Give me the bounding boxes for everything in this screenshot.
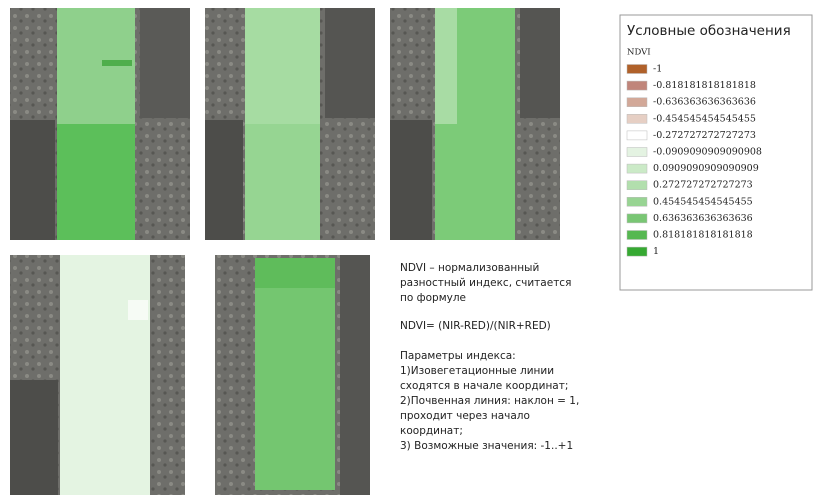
legend-label: 0.454545454545455	[653, 196, 753, 207]
legend-swatch	[626, 64, 648, 74]
legend-swatch	[626, 114, 648, 124]
satellite-image	[215, 255, 370, 495]
legend-swatch	[626, 97, 648, 107]
satellite-image	[10, 255, 185, 495]
satellite-image	[390, 8, 560, 240]
legend-subtitle: NDVI	[627, 48, 651, 58]
legend-swatch	[626, 80, 648, 91]
legend-label: 0.0909090909090909	[653, 163, 759, 174]
param-line: 3) Возможные значения: -1..+1	[400, 440, 573, 452]
description: NDVI – нормализованный разностный индекс,…	[400, 262, 579, 452]
legend-swatch	[626, 130, 648, 141]
params-title: Параметры индекса:	[400, 350, 516, 362]
legend-label: -0.636363636363636	[653, 97, 756, 108]
param-line: сходятся в начале координат;	[400, 380, 568, 392]
param-line: координат;	[400, 425, 463, 437]
legend-label: -0.272727272727273	[653, 130, 756, 141]
legend-box	[619, 14, 813, 291]
param-line: 2)Почвенная линия: наклон = 1,	[400, 395, 579, 407]
legend-label: 0.272727272727273	[653, 180, 753, 191]
param-line: проходит через начало	[400, 410, 530, 422]
definition-line: разностный индекс, считается	[400, 277, 571, 289]
legend-label: 1	[653, 246, 659, 257]
legend-label: 0.636363636363636	[653, 213, 753, 224]
satellite-image	[10, 8, 190, 240]
legend-swatch	[626, 163, 648, 174]
legend-swatch	[626, 197, 648, 207]
legend-label: -0.454545454545455	[653, 113, 756, 124]
legend-label: 0.818181818181818	[653, 230, 753, 241]
legend-swatch	[626, 180, 648, 190]
legend-swatch	[626, 230, 648, 240]
formula: NDVI= (NIR-RED)/(NIR+RED)	[400, 320, 551, 332]
legend-swatch	[626, 213, 648, 224]
legend-label: -0.818181818181818	[653, 80, 756, 91]
legend-label: -0.0909090909090908	[653, 147, 762, 158]
legend: Условные обозначения NDVI -1 -0.818181818…	[619, 14, 813, 291]
legend-label: -1	[653, 64, 662, 75]
definition-line: по формуле	[400, 292, 466, 304]
satellite-image	[205, 8, 375, 240]
legend-title: Условные обозначения	[627, 23, 791, 39]
legend-swatch	[626, 246, 648, 257]
legend-swatch	[626, 147, 648, 157]
definition-line: NDVI – нормализованный	[400, 262, 539, 274]
param-line: 1)Изовегетационные линии	[400, 365, 554, 377]
